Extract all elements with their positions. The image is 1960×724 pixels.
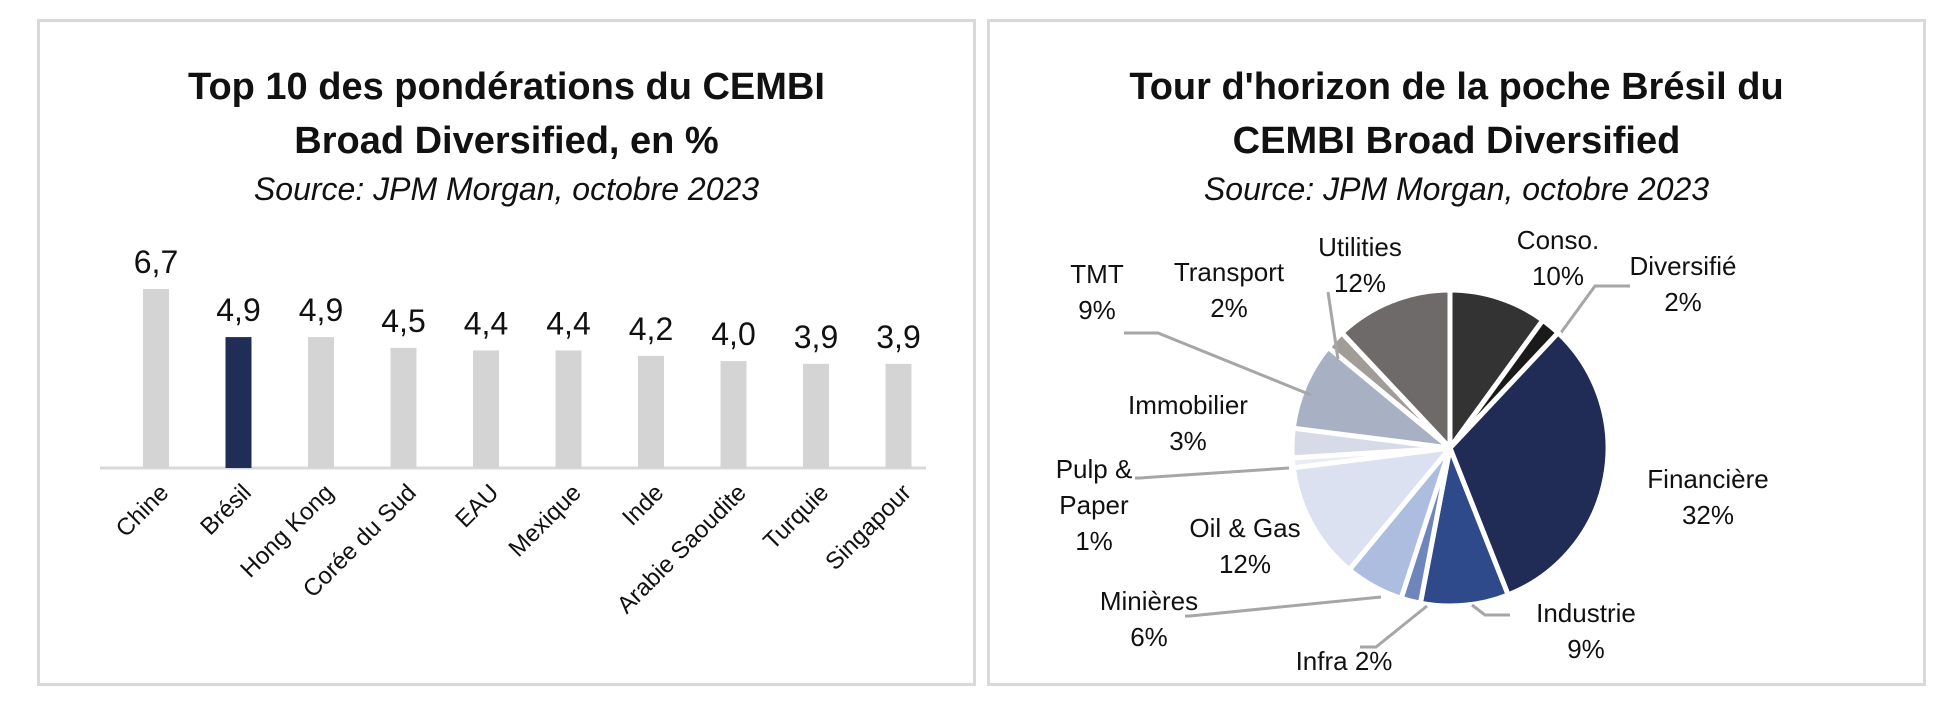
slice-category-label: Industrie xyxy=(1536,598,1636,628)
bar-value-label: 4,9 xyxy=(299,292,343,328)
slice-percent-label: 9% xyxy=(1078,295,1116,325)
slice-percent-label: 1% xyxy=(1075,526,1113,556)
slice-percent-label: 6% xyxy=(1130,622,1168,652)
slice-category-label: Paper xyxy=(1059,490,1129,520)
slice-category-label: Diversifié xyxy=(1630,251,1737,281)
x-tick-label: Inde xyxy=(617,479,669,531)
bar xyxy=(308,337,334,468)
bar xyxy=(143,289,169,468)
x-tick-label: Brésil xyxy=(195,479,257,541)
slice-percent-label: 32% xyxy=(1682,500,1734,530)
x-tick-label: Chine xyxy=(111,479,174,542)
x-tick-label: Mexique xyxy=(504,479,587,562)
bar xyxy=(885,363,912,468)
slice-percent-label: 3% xyxy=(1169,426,1207,456)
bar-value-label: 4,9 xyxy=(216,292,260,328)
bar-value-label: 3,9 xyxy=(876,319,920,355)
leader-line xyxy=(1185,595,1382,618)
pie-chart-source: Source: JPM Morgan, octobre 2023 xyxy=(1203,171,1710,207)
bar-chart-source: Source: JPM Morgan, octobre 2023 xyxy=(253,171,760,207)
bar xyxy=(720,361,747,468)
slice-percent-label: 10% xyxy=(1532,261,1584,291)
bar-chart-title-line1: Top 10 des pondérations du CEMBI xyxy=(188,66,825,108)
pie-slice xyxy=(1447,287,1546,451)
bar-chart-title-line2: Broad Diversified, en % xyxy=(294,120,719,162)
bar-value-label: 4,2 xyxy=(629,311,673,347)
bar-chart-panel: Top 10 des pondérations du CEMBI Broad D… xyxy=(37,19,976,686)
pie-chart-title-line1: Tour d'horizon de la poche Brésil du xyxy=(1129,66,1784,108)
slice-category-label: Infra 2% xyxy=(1296,646,1393,676)
slice-category-label: Utilities xyxy=(1318,232,1402,262)
slice-category-label: Oil & Gas xyxy=(1189,513,1300,543)
pie-chart-title-line2: CEMBI Broad Diversified xyxy=(1232,120,1681,162)
slice-category-label: Minières xyxy=(1100,586,1198,616)
slice-category-label: Pulp & xyxy=(1056,454,1133,484)
pie-slice xyxy=(1290,445,1453,573)
slice-percent-label: 2% xyxy=(1664,287,1702,317)
slice-category-label: TMT xyxy=(1070,259,1124,289)
pie-chart-panel: Tour d'horizon de la poche Brésil du CEM… xyxy=(987,19,1926,686)
leader-line xyxy=(1135,466,1290,480)
bar xyxy=(638,355,664,468)
bar-value-label: 4,0 xyxy=(711,316,755,352)
leader-line xyxy=(1124,331,1312,397)
leader-line xyxy=(1471,603,1510,617)
x-tick-label: EAU xyxy=(450,479,504,533)
leader-line xyxy=(1550,284,1630,346)
pie-chart: Conso. 10% Diversifié 2% Financière 32% Indust… xyxy=(1056,225,1769,676)
slice-category-label: Immobilier xyxy=(1128,390,1248,420)
slice-percent-label: 12% xyxy=(1334,268,1386,298)
pie-slice xyxy=(1447,330,1611,598)
bar xyxy=(473,350,499,468)
leader-line xyxy=(1326,291,1340,360)
bar xyxy=(803,363,829,468)
x-tick-label: Singapour xyxy=(820,479,916,575)
slice-percent-label: 12% xyxy=(1219,549,1271,579)
slice-category-label: Transport xyxy=(1174,257,1285,287)
pie-slice xyxy=(1339,287,1453,451)
slice-percent-label: 2% xyxy=(1210,293,1248,323)
slice-category-label: Conso. xyxy=(1517,225,1599,255)
bar xyxy=(390,347,417,468)
slice-category-label: Financière xyxy=(1647,464,1768,494)
bar-value-label: 4,4 xyxy=(464,305,508,341)
bar-value-label: 3,9 xyxy=(794,319,838,355)
bar xyxy=(225,337,252,468)
x-tick-label: Turquie xyxy=(758,479,834,555)
slice-percent-label: 9% xyxy=(1567,634,1605,664)
leader-line xyxy=(1360,604,1428,649)
bar-value-label: 4,5 xyxy=(381,303,425,339)
bar-value-label: 4,4 xyxy=(546,305,590,341)
bar-value-label: 6,7 xyxy=(134,244,178,280)
bar xyxy=(555,350,582,468)
